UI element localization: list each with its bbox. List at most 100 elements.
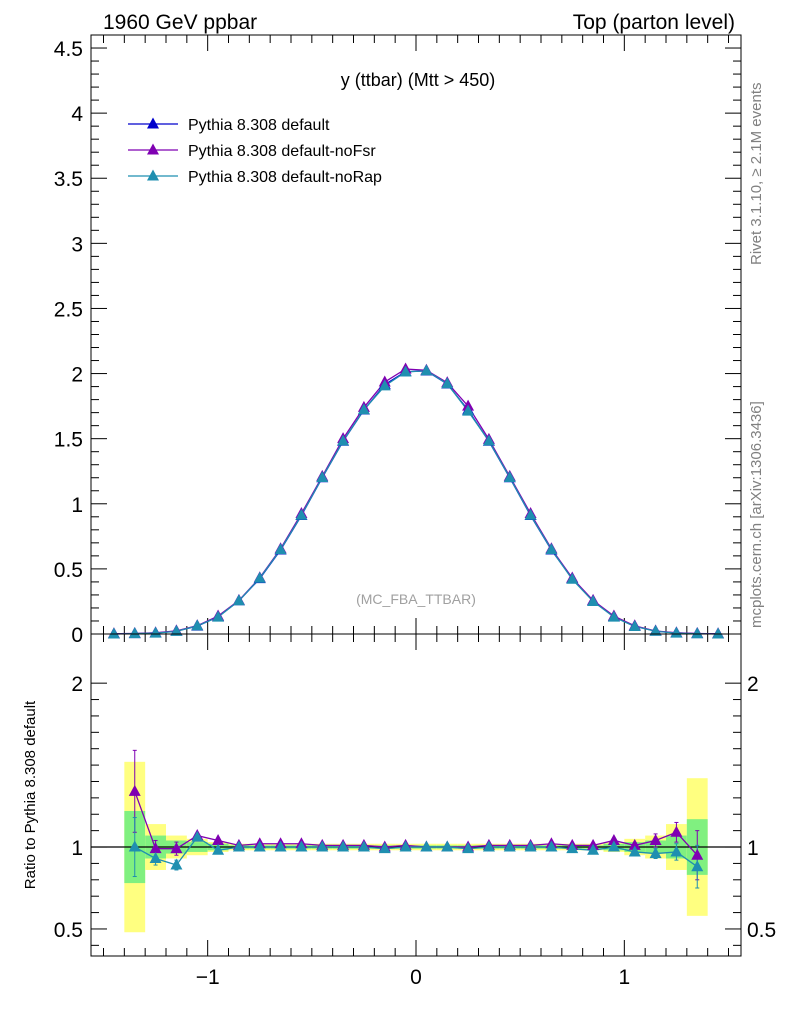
ratio-point-noFsr [170, 842, 183, 854]
main-point-noRap [253, 571, 266, 583]
main-point-noRap [212, 610, 225, 622]
main-point-noRap [316, 470, 329, 482]
main-point-noRap [337, 434, 350, 446]
main-ytick-label: 2 [71, 364, 83, 387]
main-ytick-label: 0 [71, 624, 83, 647]
main-point-noRap [649, 624, 662, 636]
main-point-noRap [670, 626, 683, 638]
main-ytick-label: 4.5 [54, 38, 83, 61]
ratio-ytick-label-right: 1 [747, 837, 759, 860]
ratio-point-noRap [649, 847, 662, 859]
main-point-noRap [712, 627, 725, 639]
ratio-point-noRap [399, 840, 412, 852]
main-point-noRap [607, 610, 620, 622]
ratio-point-noFsr [149, 842, 162, 854]
ratio-ytick-label: 0.5 [54, 919, 83, 942]
main-ytick-label: 3.5 [54, 168, 83, 191]
legend-marker-nofsr [147, 143, 159, 155]
ratio-point-noFsr [128, 784, 141, 796]
legend-entry-norap: Pythia 8.308 default-noRap [128, 169, 382, 186]
legend-label-norap: Pythia 8.308 default-noRap [188, 169, 382, 186]
ratio-panel-axes: 0.5 0.5 1 1 2 2 −1 0 1 [54, 633, 776, 989]
header-left: 1960 GeV ppbar [103, 11, 257, 34]
main-point-noRap [107, 627, 120, 639]
main-ytick-label: 4 [71, 103, 83, 126]
main-point-noRap [545, 543, 558, 555]
legend-marker-default [147, 117, 159, 129]
main-ytick-label: 1.5 [54, 429, 83, 452]
ratio-point-noRap [316, 840, 329, 852]
main-point-noRap [295, 508, 308, 520]
main-ytick-label: 1 [71, 494, 83, 517]
main-point-noRap [524, 508, 537, 520]
ratio-ytick-label: 2 [71, 673, 83, 696]
ratio-series-line-noFsr [134, 791, 698, 856]
ratio-point-noRap [670, 845, 683, 857]
main-point-noRap [357, 403, 370, 415]
main-point-noRap [274, 543, 287, 555]
main-ytick-label: 3 [71, 233, 83, 256]
ratio-point-noRap [628, 845, 641, 857]
ratio-point-noRap [607, 840, 620, 852]
main-point-noRap [691, 627, 704, 639]
watermark-label: (MC_FBA_TTBAR) [356, 591, 476, 607]
legend-label-default: Pythia 8.308 default [188, 117, 330, 134]
ratio-point-noRap [212, 843, 225, 855]
ratio-point-noRap [691, 860, 704, 872]
main-point-noRap [628, 619, 641, 631]
main-point-noRap [128, 627, 141, 639]
ratio-point-noFsr [607, 833, 620, 845]
ratio-point-noRap [274, 840, 287, 852]
legend-marker-norap [147, 169, 159, 181]
main-point-noRap [482, 434, 495, 446]
main-point-noRap [566, 572, 579, 584]
main-point-noRap [441, 377, 454, 389]
main-point-noRap [149, 626, 162, 638]
ratio-point-noFsr [691, 848, 704, 860]
ratio-frame [90, 633, 742, 957]
legend-label-nofsr: Pythia 8.308 default-noFsr [188, 143, 376, 160]
ratio-point-noRap [587, 843, 600, 855]
ratio-point-noRap [420, 840, 433, 852]
ratio-xtick-label: 1 [618, 966, 630, 989]
ratio-point-noFsr [212, 833, 225, 845]
main-chart-title: y (ttbar) (Mtt > 450) [341, 70, 496, 90]
ratio-point-noRap [337, 840, 350, 852]
main-point-noRap [378, 379, 391, 391]
ratio-xtick-label: 0 [410, 966, 422, 989]
rivet-label: Rivet 3.1.10, ≥ 2.1M events [748, 83, 765, 266]
ratio-ytick-label-right: 2 [747, 673, 759, 696]
ratio-ytick-label-right: 0.5 [747, 919, 776, 942]
ratio-point-noRap [462, 842, 475, 854]
main-point-noRap [170, 624, 183, 636]
ratio-point-noRap [295, 840, 308, 852]
ratio-ylabel: Ratio to Pythia 8.308 default [22, 700, 39, 889]
legend: Pythia 8.308 default Pythia 8.308 defaul… [128, 117, 382, 186]
header-right: Top (parton level) [573, 11, 735, 34]
main-ytick-label: 2.5 [54, 298, 83, 321]
ratio-point-noRap [566, 842, 579, 854]
ratio-series-line-noRap [134, 836, 698, 868]
ratio-point-noFsr [649, 833, 662, 845]
ratio-ytick-label: 1 [71, 837, 83, 860]
ratio-point-noRap [545, 840, 558, 852]
mcplots-label: mcplots.cern.ch [arXiv:1306.3436] [748, 401, 765, 628]
ratio-point-noRap [378, 842, 391, 854]
ratio-panel-series [128, 749, 704, 889]
ratio-point-noRap [482, 840, 495, 852]
main-point-noRap [503, 470, 516, 482]
ratio-point-noRap [503, 840, 516, 852]
legend-entry-default: Pythia 8.308 default [128, 117, 330, 134]
main-point-noRap [399, 365, 412, 377]
ratio-point-noRap [170, 858, 183, 870]
ratio-xtick-label: −1 [196, 966, 220, 989]
ratio-point-noFsr [628, 838, 641, 850]
ratio-point-noRap [253, 840, 266, 852]
ratio-point-noRap [232, 840, 245, 852]
legend-entry-nofsr: Pythia 8.308 default-noFsr [128, 143, 376, 160]
ratio-point-noRap [524, 840, 537, 852]
main-point-noRap [462, 404, 475, 416]
ratio-point-noRap [441, 840, 454, 852]
main-point-noRap [587, 594, 600, 606]
